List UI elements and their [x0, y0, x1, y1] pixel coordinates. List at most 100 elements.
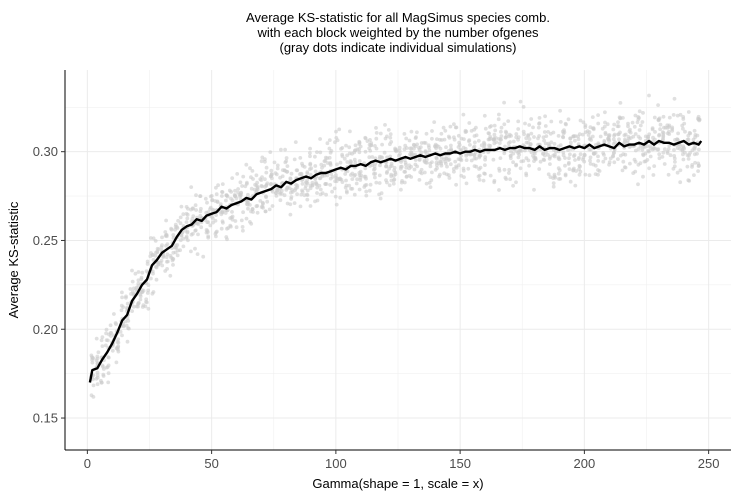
- simulation-point: [310, 183, 315, 187]
- simulation-point: [667, 143, 672, 148]
- simulation-point: [576, 157, 581, 162]
- simulation-point: [230, 210, 234, 214]
- chart-title: Average KS-statistic for all MagSimus sp…: [246, 10, 550, 55]
- simulation-point: [377, 192, 381, 197]
- simulation-point: [464, 158, 469, 163]
- simulation-point: [350, 177, 355, 182]
- simulation-point: [136, 301, 141, 306]
- simulation-point: [181, 212, 186, 217]
- simulation-point: [472, 153, 476, 157]
- simulation-point: [469, 158, 474, 163]
- simulation-point: [442, 137, 447, 142]
- simulation-point: [104, 331, 108, 336]
- simulation-point: [100, 363, 105, 368]
- simulation-point: [424, 181, 429, 186]
- simulation-point: [638, 123, 643, 128]
- simulation-point: [617, 137, 621, 142]
- simulation-point: [295, 192, 299, 197]
- simulation-point: [251, 210, 255, 214]
- simulation-point: [668, 153, 673, 158]
- simulation-point: [339, 147, 343, 151]
- simulation-point: [681, 126, 685, 131]
- simulation-point: [289, 190, 293, 195]
- simulation-point: [363, 174, 368, 179]
- simulation-point: [347, 145, 352, 150]
- simulation-point: [503, 175, 508, 180]
- simulation-point: [280, 174, 285, 179]
- simulation-point: [498, 156, 503, 161]
- axes: [64, 70, 731, 451]
- simulation-point: [403, 170, 408, 174]
- simulation-point: [463, 128, 468, 133]
- simulation-point: [696, 161, 701, 166]
- simulation-point: [547, 156, 552, 161]
- simulation-point: [483, 163, 487, 168]
- simulation-point: [334, 129, 338, 134]
- simulation-point: [415, 130, 419, 135]
- simulation-point: [357, 150, 362, 155]
- simulation-point: [374, 131, 379, 135]
- simulation-point: [577, 163, 582, 168]
- simulation-point: [546, 153, 550, 157]
- simulation-point: [537, 121, 541, 126]
- title-line-1: Average KS-statistic for all MagSimus sp…: [246, 10, 550, 25]
- simulation-point: [601, 159, 606, 164]
- simulation-point: [116, 337, 121, 342]
- simulation-point: [428, 164, 433, 169]
- simulation-point: [543, 124, 548, 128]
- simulation-point: [185, 229, 190, 234]
- simulation-point: [230, 198, 235, 203]
- simulation-point: [506, 141, 511, 146]
- simulation-point: [638, 161, 643, 166]
- simulation-point: [529, 131, 534, 136]
- simulation-point: [100, 344, 105, 348]
- simulation-point: [305, 170, 310, 175]
- simulation-point: [496, 117, 501, 122]
- simulation-point: [435, 137, 439, 142]
- simulation-point: [320, 191, 325, 196]
- simulation-point: [670, 125, 675, 130]
- simulation-point: [413, 162, 418, 167]
- simulation-point: [260, 175, 264, 180]
- simulation-point: [369, 141, 374, 145]
- simulation-point: [279, 147, 283, 152]
- simulation-point: [476, 174, 481, 179]
- simulation-point: [380, 142, 384, 147]
- simulation-point: [161, 255, 166, 260]
- simulation-point: [193, 246, 197, 251]
- simulation-point: [672, 96, 677, 101]
- simulation-point: [99, 380, 104, 385]
- simulation-point: [255, 180, 259, 185]
- simulation-point: [100, 335, 105, 339]
- simulation-point: [106, 380, 111, 385]
- simulation-point: [428, 185, 433, 190]
- simulation-point: [497, 112, 501, 117]
- simulation-point: [454, 182, 458, 187]
- simulation-point: [298, 156, 303, 160]
- simulation-point: [313, 164, 318, 168]
- simulation-point: [671, 166, 676, 171]
- simulation-point: [394, 149, 399, 154]
- simulation-point: [249, 221, 254, 226]
- simulation-point: [338, 195, 343, 200]
- simulation-point: [367, 155, 372, 160]
- simulation-point: [572, 134, 576, 138]
- simulation-point: [308, 154, 312, 159]
- simulation-point: [345, 153, 349, 158]
- simulation-point: [418, 170, 423, 175]
- simulation-point: [447, 136, 452, 140]
- simulation-point: [250, 169, 255, 173]
- simulation-point: [474, 156, 478, 161]
- simulation-point: [426, 143, 431, 148]
- simulation-point: [657, 133, 661, 138]
- simulation-point: [487, 143, 491, 148]
- simulation-point: [232, 193, 237, 197]
- simulation-point: [194, 208, 199, 212]
- simulation-point: [557, 168, 562, 173]
- simulation-point: [353, 148, 358, 153]
- simulation-point: [264, 195, 268, 200]
- simulation-point: [626, 135, 631, 139]
- simulation-point: [367, 188, 372, 193]
- simulation-point: [283, 147, 287, 152]
- simulation-point: [430, 136, 434, 141]
